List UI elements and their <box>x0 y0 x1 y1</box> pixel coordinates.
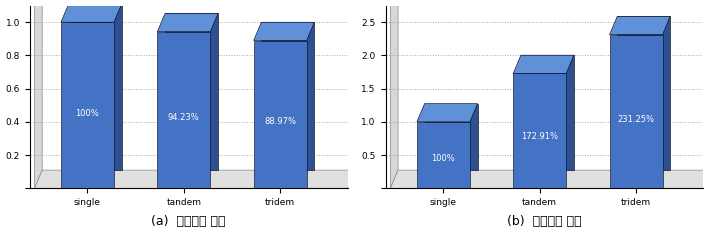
Polygon shape <box>513 55 574 73</box>
Text: 94.23%: 94.23% <box>168 113 200 122</box>
Polygon shape <box>35 0 42 188</box>
Text: 172.91%: 172.91% <box>521 132 558 141</box>
Bar <box>254 40 306 188</box>
Bar <box>157 32 211 188</box>
X-axis label: (a)  최대응력 비율: (a) 최대응력 비율 <box>151 216 226 228</box>
Bar <box>610 35 662 188</box>
Bar <box>513 73 566 188</box>
Polygon shape <box>61 4 122 22</box>
Polygon shape <box>417 104 478 122</box>
Text: 100%: 100% <box>432 154 455 163</box>
Polygon shape <box>425 104 478 170</box>
Bar <box>417 122 470 188</box>
Text: 88.97%: 88.97% <box>264 117 296 126</box>
Polygon shape <box>618 16 670 170</box>
Polygon shape <box>69 4 122 170</box>
Polygon shape <box>254 22 314 40</box>
Polygon shape <box>35 170 355 188</box>
Bar <box>61 22 114 188</box>
Text: 231.25%: 231.25% <box>618 115 654 124</box>
Polygon shape <box>157 14 218 32</box>
Polygon shape <box>391 170 709 188</box>
X-axis label: (b)  최대처짐 비율: (b) 최대처짐 비율 <box>507 216 582 228</box>
Polygon shape <box>165 14 218 170</box>
Text: 100%: 100% <box>76 109 99 118</box>
Polygon shape <box>521 55 574 170</box>
Polygon shape <box>610 16 670 35</box>
Polygon shape <box>262 22 314 170</box>
Polygon shape <box>391 0 398 188</box>
